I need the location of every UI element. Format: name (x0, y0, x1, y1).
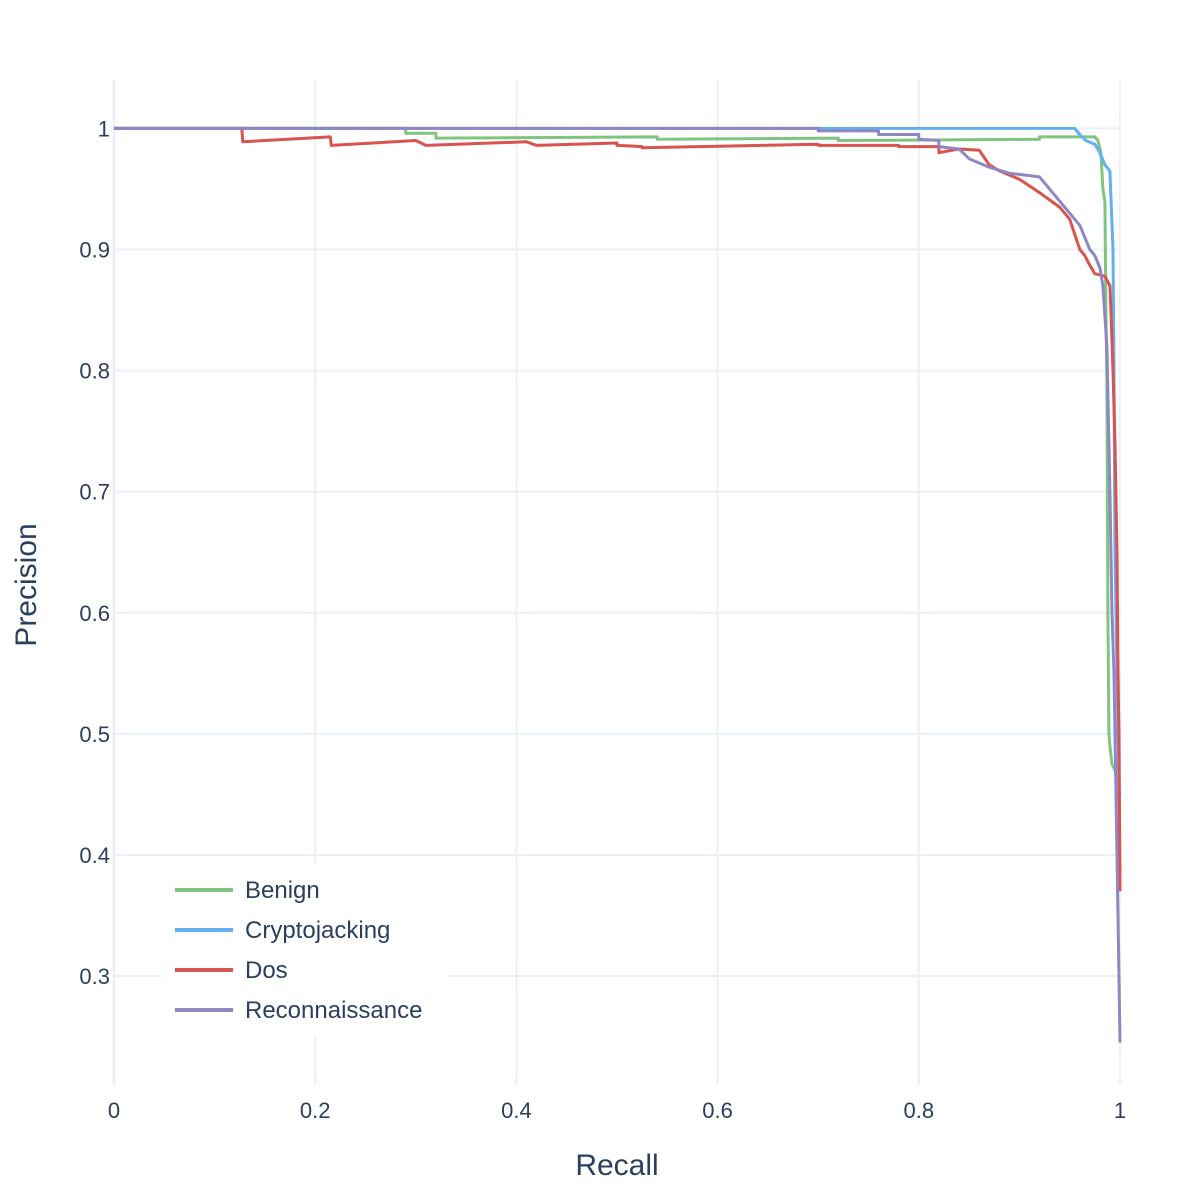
y-tick-label: 0.4 (79, 843, 110, 868)
x-tick-label: 0.2 (300, 1098, 331, 1123)
x-tick-label: 0 (108, 1098, 120, 1123)
series-line-benign (114, 126, 1122, 795)
legend-item-benign[interactable]: Benign (175, 877, 320, 904)
legend-label: Benign (245, 877, 320, 904)
y-tick-label: 0.9 (79, 238, 110, 263)
legend[interactable]: Benign Cryptojacking Dos Reconnaissance (162, 864, 448, 1036)
y-tick-label: 0.7 (79, 480, 110, 505)
legend-item-dos[interactable]: Dos (175, 957, 288, 984)
y-axis-title: Precision (10, 523, 43, 646)
x-tick-label: 0.8 (904, 1098, 935, 1123)
legend-label: Cryptojacking (245, 917, 390, 944)
tick-labels: 0 0.2 0.4 0.6 0.8 1 0.3 0.4 0.5 0.6 0.7 0.8 0.9 1 (79, 116, 1126, 1123)
series-lines (114, 126, 1122, 1043)
legend-background (162, 864, 448, 1036)
y-tick-label: 0.3 (79, 964, 110, 989)
legend-label: Dos (245, 957, 288, 984)
legend-item-cryptojacking[interactable]: Cryptojacking (175, 917, 390, 944)
y-tick-label: 0.6 (79, 601, 110, 626)
y-tick-label: 0.5 (79, 722, 110, 747)
legend-item-reconnaissance[interactable]: Reconnaissance (175, 997, 422, 1024)
y-tick-label: 0.8 (79, 359, 110, 384)
y-tick-label: 1 (98, 116, 110, 141)
legend-label: Reconnaissance (245, 997, 422, 1024)
series-line-reconnaissance (114, 126, 1122, 1043)
x-tick-label: 1 (1114, 1098, 1126, 1123)
x-axis-title: Recall (575, 1149, 658, 1182)
x-tick-label: 0.6 (702, 1098, 733, 1123)
grid-lines (112, 80, 1121, 1085)
x-tick-label: 0.4 (501, 1098, 532, 1123)
